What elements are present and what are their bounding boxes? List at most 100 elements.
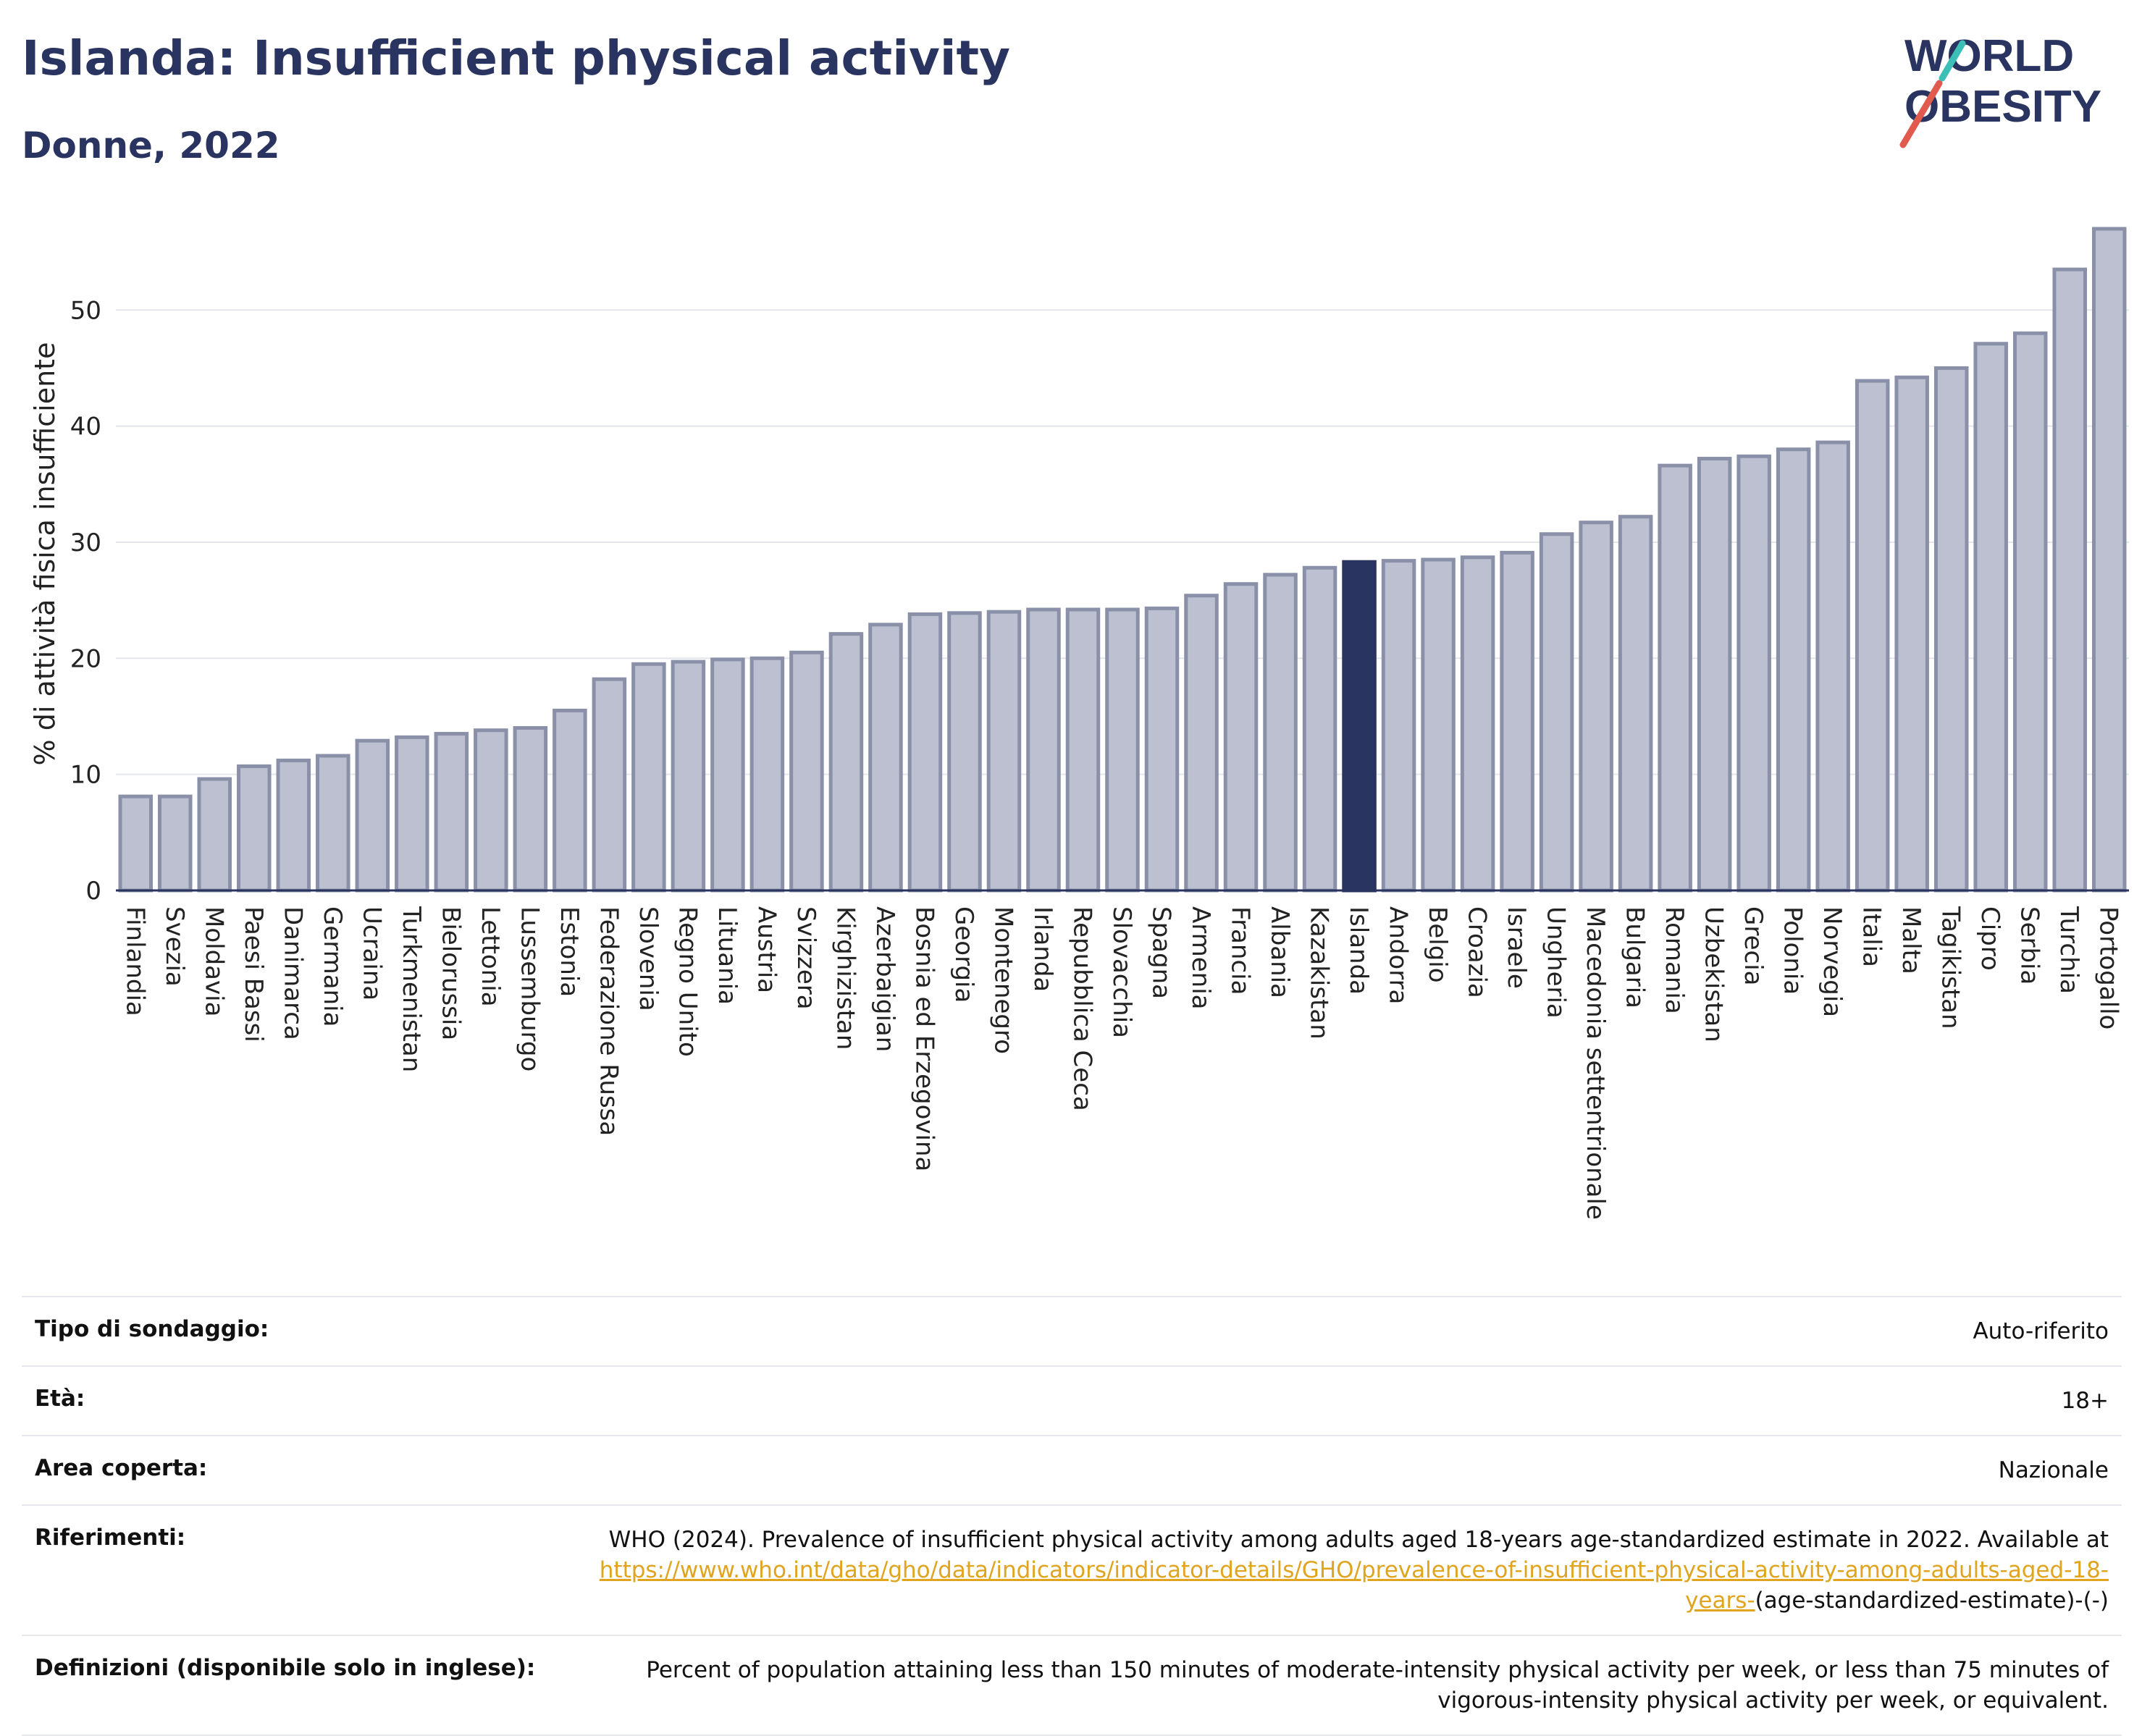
bar [2091,227,2127,893]
bar-highlighted [1342,560,1377,893]
bar [237,764,272,893]
bar [474,728,508,893]
x-tick-label: Georgia [949,906,978,1003]
bar [118,794,154,893]
y-tick-label: 30 [70,528,101,557]
x-tick-label: Spagna [1147,906,1176,999]
x-tick-label: Norvegia [1818,906,1847,1017]
x-tick-label: Austria [752,906,781,993]
x-tick-label: Grecia [1739,906,1768,985]
x-tick-label: Germania [318,906,347,1027]
y-axis-label: % di attività fisica insufficiente [29,342,61,766]
x-tick-label: Andorra [1384,906,1413,1004]
y-tick-label: 40 [70,413,101,442]
meta-value: 18+ [2061,1388,2109,1414]
bar [1026,607,1061,893]
x-tick-label: Cipro [1975,906,2004,971]
bar [1815,440,1850,893]
bar [1105,607,1140,893]
bar [631,662,666,893]
x-tick-label: Montenegro [988,906,1017,1054]
world-obesity-logo: WORLD OBESITY [1899,31,2101,148]
meta-key: Età: [35,1386,85,1412]
x-tick-label: Federazione Russa [594,906,623,1136]
metadata-table: Tipo di sondaggio: Auto-riferito Età: 18… [22,1296,2122,1736]
x-tick-label: Slovacchia [1107,906,1136,1038]
bar-chart: 0 10 20 30 40 50 Finlandia Svezia Moldavia Paesi… [29,227,2129,1220]
x-tick-label: Macedonia settentrionale [1581,906,1610,1220]
meta-row-age: Età: 18+ [22,1365,2122,1435]
x-tick-label: Svizzera [791,906,820,1010]
x-tick-label: Ucraina [357,906,386,1000]
reference-link[interactable]: https://www.who.int/data/gho/data/indica… [599,1557,2109,1614]
bar [1736,454,1771,893]
x-tick-label: Lettonia [476,906,505,1007]
bar [1579,521,1613,893]
x-tick-label: Portogallo [2094,906,2123,1029]
bar [158,794,193,893]
logo-slash-teal [1939,40,1966,82]
meta-value: Nazionale [1998,1457,2109,1483]
bar [592,677,627,893]
meta-row-coverage: Area coperta: Nazionale [22,1435,2122,1504]
bar [1973,342,2008,893]
bar [1460,555,1495,893]
x-tick-label: Irlanda [1028,906,1057,992]
meta-key: Area coperta: [35,1455,208,1481]
x-tick-label: Armenia [1186,906,1215,1010]
x-tick-label: Polonia [1778,906,1807,995]
bar [1302,565,1337,893]
bar [710,657,745,893]
x-tick-label: Tagikistan [1936,906,1965,1029]
x-tick-label: Islanda [1344,906,1373,995]
x-tick-label: Israele [1502,906,1531,989]
reference-suffix: (age-standardized-estimate)-(-) [1755,1588,2109,1614]
bar [1184,594,1219,893]
meta-row-survey-type: Tipo di sondaggio: Auto-riferito [22,1296,2122,1365]
x-tick-label: Croazia [1463,906,1492,998]
y-tick-label: 20 [70,644,101,673]
reference-text: WHO (2024). Prevalence of insufficient p… [608,1527,2109,1553]
bar [316,754,350,893]
meta-key: Riferimenti: [35,1525,186,1551]
x-tick-label: Romania [1660,906,1689,1014]
x-tick-label: Danimarca [278,906,307,1040]
bar [868,623,903,893]
bar [1144,606,1180,893]
y-axis-ticks: 0 10 20 30 40 50 [70,296,101,906]
page-title: Islanda: Insufficient physical activity [22,30,1011,86]
bar [2012,331,2048,893]
bar [947,611,982,893]
bar [1618,515,1653,893]
x-tick-label: Bulgaria [1621,906,1650,1008]
x-tick-label: Azerbaigian [870,906,899,1052]
meta-value: Percent of population attaining less tha… [646,1657,2109,1714]
logo-slash-red [1899,80,1943,148]
bar [513,726,548,893]
x-tick-label: Estonia [555,906,584,997]
bar [1855,379,1890,893]
bar [1381,559,1416,893]
meta-value: Auto-riferito [1973,1318,2109,1344]
x-tick-label: Moldavia [199,906,228,1016]
x-tick-label: Svezia [160,906,189,987]
bar [1894,375,1929,893]
meta-row-references: Riferimenti: WHO (2024). Prevalence of i… [22,1504,2122,1635]
bar [355,738,390,893]
x-tick-label: Uzbekistan [1700,906,1729,1042]
bar [276,758,311,893]
x-tick-label: Serbia [2015,906,2044,985]
y-tick-label: 0 [85,877,101,906]
bar [395,735,429,893]
x-tick-label: Italia [1857,906,1886,967]
x-tick-label: Finlandia [120,906,149,1016]
bar [1697,457,1732,893]
x-tick-label: Francia [1226,906,1255,995]
y-tick-label: 50 [70,296,101,325]
page-subtitle: Donne, 2022 [22,125,280,167]
x-tick-label: Turchia [2054,906,2083,994]
x-tick-label: Slovenia [634,906,663,1011]
bar [749,656,785,893]
x-tick-label: Malta [1897,906,1925,974]
x-tick-label: Albania [1265,906,1294,998]
